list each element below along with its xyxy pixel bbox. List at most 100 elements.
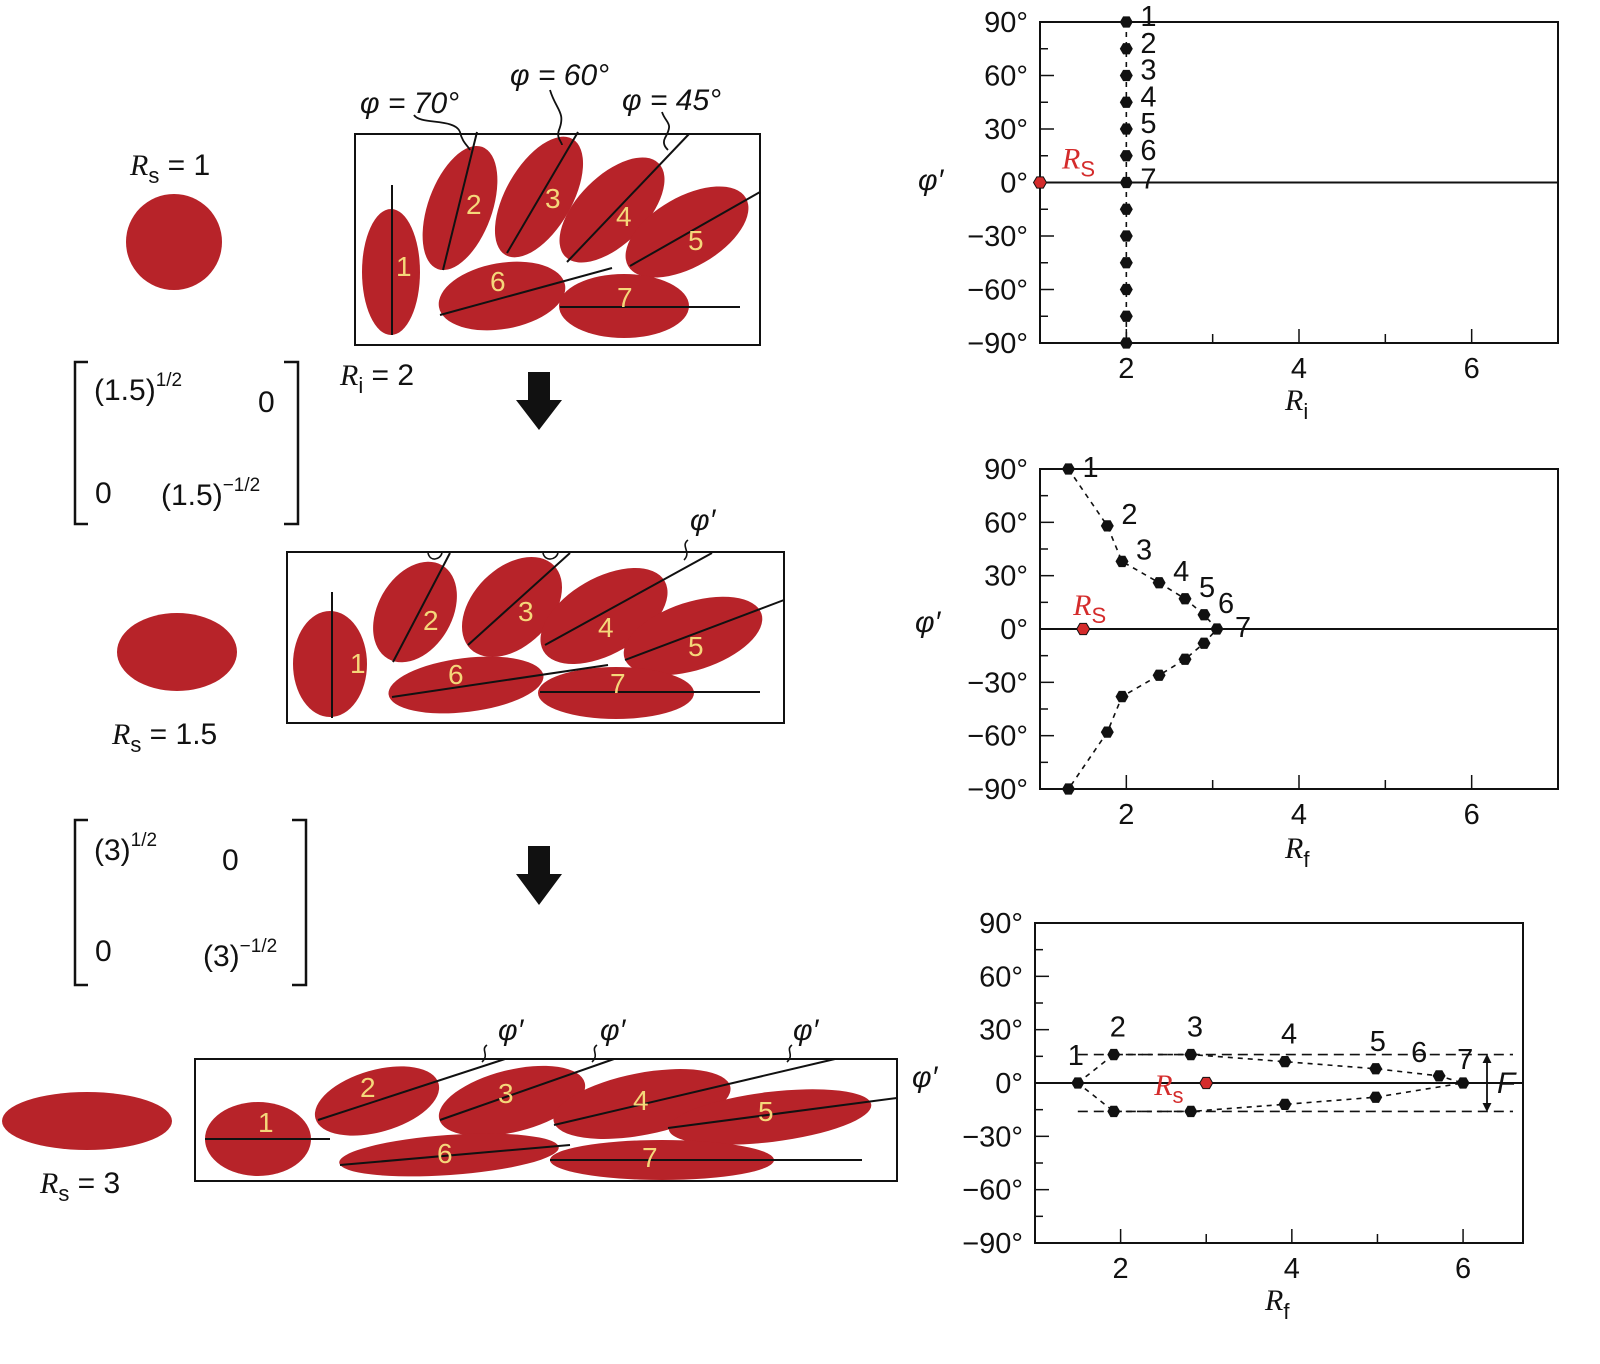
rf-phi-plots: 90°60°30°0°−30°−60°−90°2 4 6Riφ′1234567RS9… (915, 1, 1559, 1324)
angle-label: φ′ (690, 504, 717, 537)
grain-ellipse (559, 157, 665, 263)
data-point (1100, 726, 1114, 738)
angle-arc (542, 552, 559, 560)
data-point (1178, 653, 1192, 665)
grain-ellipse (625, 186, 749, 278)
grain-number: 5 (688, 631, 704, 662)
point-label: 7 (1140, 164, 1156, 196)
stage-3-side-angle-label: φ′ (912, 1061, 939, 1094)
data-point (1119, 69, 1133, 82)
y-tick-label: 60° (984, 61, 1028, 93)
grain-axis-line (553, 1058, 836, 1126)
matrix-entry-c: 0 (95, 935, 112, 968)
point-label: 4 (1281, 1019, 1297, 1051)
stage-1-angle-labels: φ = 70° φ = 60° φ = 45° (360, 59, 721, 151)
data-point (1119, 337, 1133, 349)
point-label: 6 (1140, 135, 1156, 167)
grain-number: 7 (642, 1142, 658, 1173)
stage-2-grain-labels: 1 2 3 4 5 6 7 (350, 596, 704, 699)
grain-number: 4 (633, 1085, 649, 1116)
point-label: 2 (1110, 1012, 1126, 1044)
matrix-entry-d: (1.5)−1/2 (161, 475, 260, 512)
strain-matrix-1: (1.5)1/2 0 0 (1.5)−1/2 (73, 360, 300, 526)
grain-axis-line (317, 1058, 506, 1121)
grain-ellipse (438, 261, 566, 331)
grain-number: 5 (758, 1096, 774, 1127)
grain-axis-line (392, 552, 451, 663)
deformation-arrow-2 (516, 846, 562, 905)
data-point (1071, 1077, 1085, 1089)
matrix-bracket-left (73, 818, 88, 987)
angle-leader (661, 111, 670, 151)
x-axis-label: Rf (1284, 832, 1310, 872)
data-point (1119, 43, 1133, 55)
stage-3-angle-marks: φ′ φ′ φ′ φ′ (481, 1014, 939, 1094)
grain-ellipse (373, 561, 457, 663)
grain-axis-line (439, 267, 613, 316)
x-tick-label: 4 (1291, 353, 1307, 385)
stage-1-rs-label: Rs = 1 (129, 149, 210, 188)
grain-axis-line (467, 552, 571, 646)
point-label: 5 (1199, 572, 1215, 604)
rs-marker (1076, 622, 1091, 636)
matrix-entry-a: (1.5)1/2 (94, 370, 182, 407)
grain-number: 3 (518, 596, 534, 627)
grain-number: 3 (498, 1078, 514, 1109)
x-tick-label: 2 (1118, 799, 1134, 831)
grain-number: 1 (350, 648, 366, 679)
y-tick-label: 30° (979, 1015, 1023, 1047)
grain-number: 1 (258, 1107, 274, 1138)
grain-ellipse (623, 596, 763, 676)
angle-leader (786, 1044, 793, 1063)
point-label: 5 (1370, 1026, 1386, 1058)
y-tick-label: 60° (984, 507, 1028, 539)
point-label: 6 (1218, 588, 1234, 620)
strain-matrix-2: (3)1/2 0 0 (3)−1/2 (73, 818, 308, 987)
y-tick-label: 0° (1000, 168, 1028, 200)
data-point (1369, 1091, 1383, 1103)
y-tick-label: −60° (967, 721, 1028, 753)
grain-number: 2 (466, 189, 482, 220)
angle-label: φ = 60° (510, 59, 609, 92)
data-point (1432, 1070, 1446, 1082)
rs-marker (1032, 176, 1048, 189)
data-point (1115, 690, 1129, 703)
y-tick-label: 90° (984, 7, 1028, 39)
deformation-arrow-1 (516, 372, 562, 430)
data-point (1100, 520, 1114, 532)
grain-axis-line (629, 191, 761, 267)
y-tick-label: 60° (979, 961, 1023, 993)
data-point (1119, 203, 1133, 215)
stage-3-grain-labels: 1 2 3 4 5 6 7 (258, 1072, 774, 1173)
y-tick-label: −60° (962, 1175, 1023, 1207)
x-tick-label: 4 (1291, 799, 1307, 831)
stage-3-long-axes (205, 1058, 898, 1166)
grain-ellipse (438, 1065, 586, 1137)
point-label: 2 (1121, 499, 1137, 531)
angle-leader (683, 539, 689, 561)
angle-label: φ′ (600, 1014, 627, 1047)
grain-ellipse (668, 1089, 872, 1145)
matrix-bracket-right (292, 818, 308, 987)
data-point (1062, 463, 1075, 475)
stage-2-grains (293, 556, 763, 719)
angle-leader (591, 1044, 598, 1063)
data-point (1210, 623, 1224, 635)
fluctuation-label: F (1497, 1067, 1517, 1100)
y-axis-label: φ′ (918, 164, 945, 197)
stage-1-circle-marker (126, 194, 222, 290)
grain-ellipse (293, 611, 367, 717)
rs-marker-label: RS (1061, 143, 1095, 182)
y-tick-label: 30° (984, 561, 1028, 593)
data-point (1119, 96, 1133, 108)
data-point (1178, 593, 1192, 605)
data-point (1119, 230, 1133, 242)
grain-axis-line (667, 1097, 898, 1129)
grain-ellipse (388, 656, 544, 714)
stage-1-ri-label: Ri = 2 (339, 359, 414, 398)
y-tick-label: −30° (962, 1121, 1023, 1153)
stage-1-grains (362, 136, 749, 338)
